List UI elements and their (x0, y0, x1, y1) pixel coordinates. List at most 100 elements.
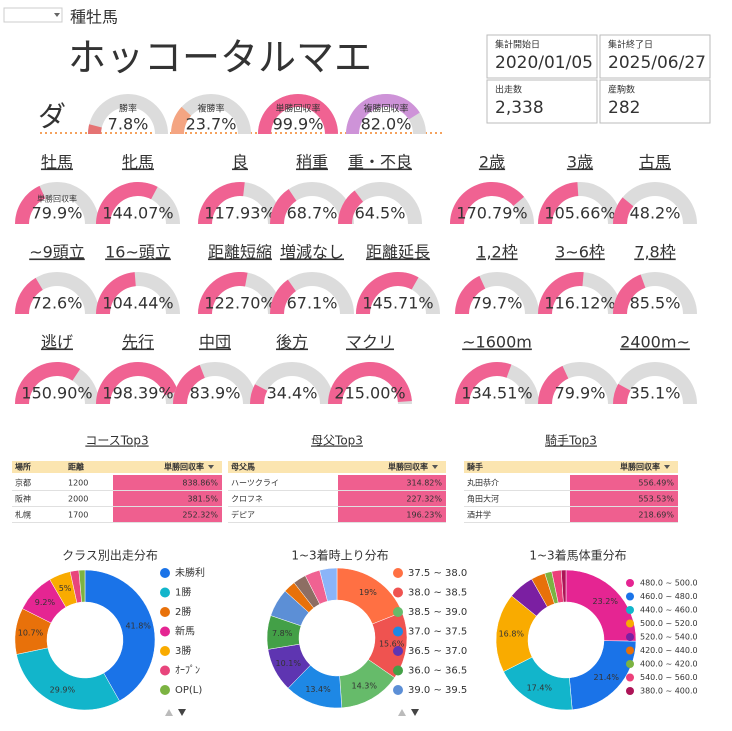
table-cell: 218.69% (638, 511, 674, 520)
gauge-value: 64.5% (355, 204, 406, 223)
column-header[interactable]: 単勝回収率 (164, 462, 204, 472)
table-cell: クロフネ (231, 495, 263, 504)
gauge-fill (88, 124, 102, 134)
group-label[interactable]: 先行 (122, 333, 154, 352)
group-label[interactable]: ~1600m (462, 333, 532, 352)
gauge-fill (356, 271, 419, 314)
gauge-fill (173, 364, 205, 404)
gauge-value: 116.12% (544, 294, 615, 313)
legend-swatch (626, 687, 634, 695)
summary-box (486, 79, 598, 124)
value-cell (338, 507, 446, 522)
slice-label: 9.2% (35, 598, 56, 607)
table-cell: 553.53% (638, 495, 674, 504)
gauge-value: 35.1% (630, 384, 681, 403)
column-header[interactable]: 距離 (68, 462, 84, 472)
gauge-value: 82.0% (361, 115, 412, 134)
group-label[interactable]: 16~頭立 (105, 243, 171, 262)
column-header[interactable]: 単勝回収率 (388, 462, 428, 472)
gauge-track (88, 94, 168, 134)
group-label[interactable]: マクリ (346, 333, 394, 352)
group-label[interactable]: 2400m~ (620, 333, 690, 352)
table-header (12, 461, 222, 473)
group-label[interactable]: 距離短縮 (208, 243, 272, 262)
pager-down[interactable] (411, 709, 419, 716)
gauge-fill (171, 106, 192, 134)
column-header[interactable]: 場所 (15, 462, 31, 472)
slice-label: 10.7% (18, 628, 44, 637)
gauge-value: 144.07% (102, 204, 173, 223)
pager-up[interactable] (165, 709, 173, 716)
gauge-fill (613, 197, 634, 224)
gauge-track (250, 362, 334, 404)
summary-label: 集計終了日 (608, 39, 653, 51)
group-label[interactable]: 中団 (199, 333, 231, 352)
group-label[interactable]: ~9頭立 (29, 243, 85, 262)
table-cell: 札幌 (15, 510, 31, 520)
legend-label: 520.0 ~ 540.0 (640, 633, 698, 642)
table-cell: 京都 (15, 478, 31, 488)
slice-label: 15.6% (379, 640, 405, 649)
group-label[interactable]: 後方 (276, 333, 308, 352)
group-label[interactable]: 牝馬 (122, 153, 154, 172)
legend-label: OP(L) (175, 685, 202, 696)
column-header[interactable]: 母父馬 (231, 463, 255, 472)
gauge-fill (96, 182, 158, 224)
group-label[interactable]: 重・不良 (348, 153, 412, 172)
group-label[interactable]: 稍重 (296, 153, 328, 172)
legend-swatch (393, 665, 403, 676)
column-header[interactable]: 単勝回収率 (620, 462, 660, 472)
group-label[interactable]: 2歳 (479, 153, 505, 172)
gauge-track (270, 182, 354, 224)
section-label: 種牡馬 (70, 8, 118, 27)
group-label[interactable]: 3歳 (567, 153, 593, 172)
group-label[interactable]: 1,2枠 (476, 243, 517, 262)
summary-value: 2025/06/27 (608, 53, 706, 73)
chart-title: 1~3着時上り分布 (291, 548, 388, 563)
sort-icon (432, 465, 438, 469)
column-header[interactable]: 騎手 (467, 462, 483, 472)
summary-label: 集計開始日 (495, 39, 540, 51)
gauge-value: 23.7% (186, 115, 237, 134)
table-title: 騎手Top3 (545, 434, 597, 448)
group-label[interactable]: 牡馬 (41, 153, 73, 172)
group-label[interactable]: 逃げ (41, 333, 73, 352)
gauge-fill (450, 181, 525, 224)
sort-icon (208, 465, 214, 469)
value-cell (570, 507, 678, 522)
table-cell: 381.5% (187, 495, 218, 504)
slice-label: 41.8% (125, 621, 151, 630)
filter-dropdown[interactable] (3, 7, 63, 23)
legend-label: 420.0 ~ 440.0 (640, 646, 698, 655)
legend-swatch (160, 685, 170, 695)
group-label[interactable]: 良 (232, 153, 248, 172)
legend-label: 480.0 ~ 500.0 (640, 579, 698, 588)
gauge-value: 68.7% (287, 204, 338, 223)
slice-label: 10.1% (276, 659, 302, 668)
gauge-value: 72.6% (32, 294, 83, 313)
pager-up[interactable] (398, 709, 406, 716)
table-cell: 838.86% (182, 479, 218, 488)
gauge-value: 48.2% (630, 204, 681, 223)
legend-label: 38.0 ~ 38.5 (408, 588, 467, 599)
pager-down[interactable] (178, 709, 186, 716)
legend-swatch (160, 626, 170, 637)
group-label[interactable]: 距離延長 (366, 243, 430, 262)
value-cell (570, 491, 678, 506)
group-label[interactable]: 古馬 (639, 153, 671, 172)
table-cell: 227.32% (406, 495, 442, 504)
gauge-value: 122.70% (204, 294, 275, 313)
legend-label: 37.0 ~ 37.5 (408, 627, 467, 638)
legend-label: 460.0 ~ 480.0 (640, 592, 698, 601)
group-label[interactable]: 増減なし (280, 243, 344, 262)
legend-label: 39.0 ~ 39.5 (408, 685, 467, 696)
gauge-fill (96, 362, 179, 404)
gauge-fill (15, 277, 43, 314)
legend-label: 400.0 ~ 420.0 (640, 660, 698, 669)
group-label[interactable]: 3~6枠 (555, 243, 605, 262)
table-cell: 314.82% (406, 479, 442, 488)
gauge-value: 104.44% (102, 294, 173, 313)
chart-title: 1~3着馬体重分布 (529, 548, 626, 563)
group-label[interactable]: 7,8枠 (634, 243, 675, 262)
gauge-fill (613, 274, 646, 314)
